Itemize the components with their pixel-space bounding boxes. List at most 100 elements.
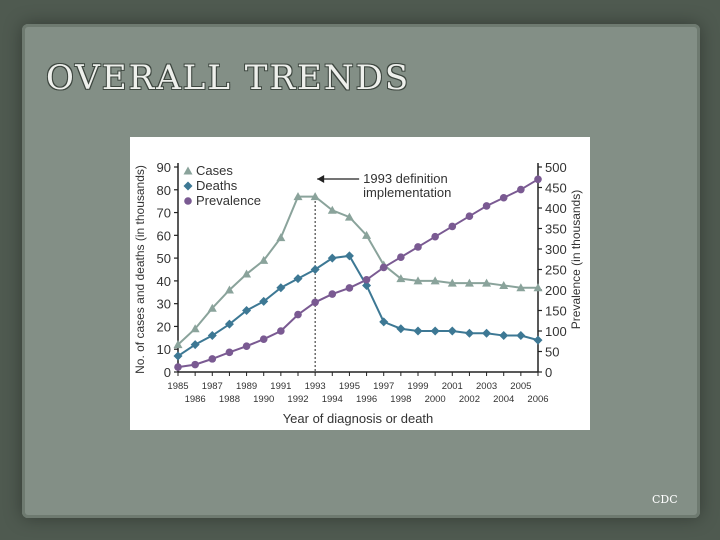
left-tick-label: 20 [157,319,171,334]
slide-title: OVERALL TRENDS [46,58,411,98]
right-tick-label: 350 [545,222,567,237]
left-tick-label: 90 [157,160,171,175]
x-axis-title: Year of diagnosis or death [283,411,434,426]
prevalence-point [277,327,285,335]
deaths-point [344,251,354,261]
annotation-line1: 1993 definition [363,171,448,186]
cases-line [177,195,538,346]
cases-point [413,276,423,285]
cases-point [344,212,354,221]
deaths-legend-label: Deaths [196,178,238,193]
prevalence-point [225,348,234,357]
x-tick-label-bottom: 2002 [459,394,480,405]
left-tick-label: 40 [157,274,171,289]
deaths-point [430,326,440,336]
deaths-point [379,317,389,327]
right-tick-label: 150 [545,304,567,319]
x-tick-label-bottom: 2006 [527,394,548,405]
chart-box: 0 10 20 30 40 50 60 70 80 90 0 50 100 150 200 250 300 350… [130,137,590,430]
left-tick-label: 30 [157,297,171,312]
cases-point [430,276,440,285]
x-tick-label-top: 1989 [236,381,257,392]
deaths-point [327,253,337,263]
deaths-point [173,351,183,361]
right-tick-label: 400 [545,201,567,216]
deaths-point [207,331,217,341]
x-tick-label-bottom: 1986 [185,394,206,405]
prevalence-point [482,202,491,210]
prevalence-point [397,253,405,261]
x-tick-label-bottom: 1998 [390,394,411,405]
deaths-point [499,331,509,341]
cases-point [464,278,474,287]
deaths-point [293,274,303,284]
cases-point [259,255,269,264]
x-tick-label-top: 1995 [339,381,360,392]
prevalence-point [259,335,268,343]
right-tick-label: 50 [545,345,559,360]
x-tick-label-top: 2003 [476,381,497,392]
prevalence-point [414,243,422,251]
right-tick-label: 0 [545,365,552,380]
prevalence-point [242,342,251,350]
left-tick-label: 60 [157,228,171,243]
source-credit: CDC [652,493,678,506]
deaths-point [190,340,200,350]
cases-point [293,192,303,201]
cases-point [242,269,252,278]
deaths-point [310,265,320,274]
x-tick-label-top: 1993 [305,381,326,392]
cases-legend-marker [183,166,193,175]
prevalence-point [499,193,508,202]
prevalence-point [534,175,542,184]
left-tick-label: 50 [157,251,171,266]
prevalence-point [328,290,337,298]
cases-point [327,205,337,214]
deaths-point [464,328,474,338]
x-tick-label-bottom: 2004 [493,394,514,405]
x-tick-label-bottom: 1988 [219,394,240,405]
prevalence-point [517,185,525,194]
cases-point [207,303,217,312]
left-tick-label: 10 [157,342,171,357]
left-tick-label: 70 [157,206,171,221]
right-tick-label: 250 [545,263,567,278]
deaths-point [242,306,252,315]
prevalence-legend-marker [184,197,192,205]
right-axis-title: Prevalence (in thousands) [569,190,583,329]
x-tick-label-bottom: 1996 [356,394,377,405]
prevalence-point [362,275,371,284]
cases-point [499,280,509,289]
left-tick-label: 80 [157,183,171,198]
deaths-point [224,319,234,329]
deaths-point [413,326,423,336]
right-tick-label: 200 [545,283,567,298]
x-tick-label-top: 1991 [270,381,291,392]
prevalence-point [431,232,439,241]
deaths-point [396,324,406,334]
x-tick-label-bottom: 1992 [287,394,308,405]
x-tick-label-top: 2005 [510,381,531,392]
x-tick-label-top: 1987 [202,381,223,392]
left-tick-label: 0 [164,365,171,380]
deaths-point [276,283,286,293]
annotation-line2: implementation [363,185,451,200]
x-tick-label-bottom: 1990 [253,394,274,405]
right-tick-label: 450 [545,181,567,196]
right-tick-label: 300 [545,242,567,257]
cases-point [276,233,286,242]
deaths-point [362,280,372,290]
deaths-line [177,254,539,357]
cases-legend-label: Cases [196,163,233,178]
x-tick-label-top: 1999 [407,381,428,392]
prevalence-point [311,298,319,307]
x-tick-label-bottom: 2000 [425,394,446,405]
cases-point [533,283,543,292]
right-tick-label: 500 [545,160,567,175]
annotation-arrow-head [317,175,325,183]
x-tick-label-top: 1985 [167,381,188,392]
trends-chart: 0 10 20 30 40 50 60 70 80 90 0 50 100 150 200 250 300 350… [133,160,583,426]
prevalence-point [465,212,474,220]
left-axis-title: No. of cases and deaths (in thousands) [133,165,147,374]
x-tick-label-top: 2001 [442,381,463,392]
